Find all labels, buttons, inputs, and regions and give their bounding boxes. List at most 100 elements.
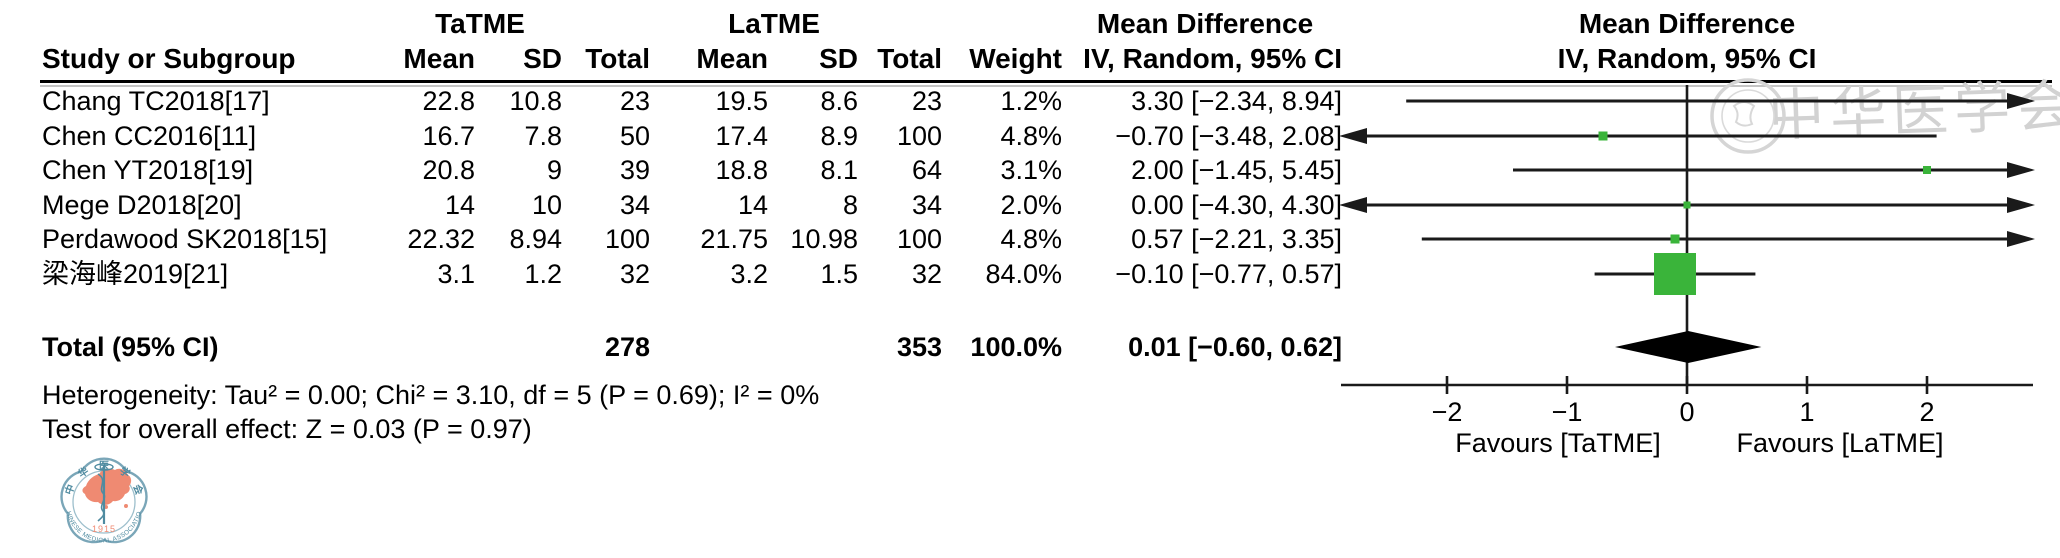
- group-header-latme: LaTME: [728, 8, 820, 39]
- logo-year: 1915: [92, 524, 116, 534]
- study-name: Chen CC2016[11]: [42, 121, 257, 151]
- col-header-ci-right: IV, Random, 95% CI: [1557, 43, 1817, 74]
- study-total1: 34: [619, 190, 650, 220]
- study-sd1: 10: [531, 190, 562, 220]
- header-rule: [40, 80, 2052, 83]
- study-sd1: 1.2: [524, 259, 562, 289]
- study-mean1: 14: [444, 190, 475, 220]
- study-weight: 4.8%: [1000, 121, 1062, 151]
- left-arrow: [1339, 128, 1367, 144]
- study-total2: 100: [896, 224, 942, 254]
- study-sd2: 8.6: [820, 86, 858, 116]
- header-rule-shadow: [40, 85, 2052, 87]
- watermark-seal-glyph: [1732, 101, 1756, 127]
- logo-taiwan-dot: [124, 504, 128, 508]
- study-ci: 0.00 [−4.30, 4.30]: [1131, 190, 1342, 220]
- watermark-text: 中华医学会: [1767, 73, 2060, 150]
- study-sd2: 1.5: [820, 259, 858, 289]
- study-ci: 2.00 [−1.45, 5.45]: [1131, 155, 1342, 185]
- right-arrow: [2007, 162, 2035, 178]
- right-arrow: [2007, 197, 2035, 213]
- group-header-tatme: TaTME: [435, 8, 525, 39]
- effect-header-left: Mean Difference: [1096, 8, 1314, 39]
- study-name: 梁海峰2019[21]: [42, 259, 229, 289]
- pooled-diamond: [1615, 331, 1762, 363]
- study-sd2: 8.9: [820, 121, 858, 151]
- favours-left-label: Favours [TaTME]: [1455, 428, 1661, 458]
- study-sd2: 10.98: [790, 224, 858, 254]
- study-name: Chen YT2018[19]: [42, 155, 254, 185]
- left-arrow: [1339, 197, 1367, 213]
- study-weight: 1.2%: [1000, 86, 1062, 116]
- logo-top-char: 会: [130, 483, 146, 497]
- cma-logo: 1915 中华医学会 CHINESE MEDICAL ASSOCIATION: [34, 450, 148, 544]
- study-mean2: 21.75: [700, 224, 768, 254]
- col-header-mean2: Mean: [696, 43, 768, 74]
- col-header-total1: Total: [585, 43, 650, 74]
- logo-china-map: [82, 468, 132, 505]
- col-header-sd1: SD: [523, 43, 562, 74]
- study-mean1: 22.8: [422, 86, 475, 116]
- effect-marker: [1923, 166, 1931, 174]
- study-ci: 0.57 [−2.21, 3.35]: [1131, 224, 1342, 254]
- study-mean2: 14: [737, 190, 768, 220]
- right-arrow: [2007, 231, 2035, 247]
- watermark-seal-inner-circle: [1721, 89, 1775, 143]
- study-ci: −0.10 [−0.77, 0.57]: [1115, 259, 1342, 289]
- study-weight: 84.0%: [985, 259, 1062, 289]
- logo-snake: [97, 473, 106, 522]
- effect-marker: [1654, 253, 1696, 295]
- overall-effect-text: Test for overall effect: Z = 0.03 (P = 0…: [42, 414, 532, 444]
- study-total2: 34: [911, 190, 942, 220]
- logo-top-char: 医: [99, 460, 109, 472]
- effect-header-right: Mean Difference: [1578, 8, 1796, 39]
- study-mean1: 3.1: [437, 259, 475, 289]
- study-total1: 23: [619, 86, 650, 116]
- tick-label: −2: [1431, 397, 1463, 427]
- study-mean2: 17.4: [715, 121, 768, 151]
- total-total2: 353: [896, 332, 942, 362]
- study-mean2: 19.5: [715, 86, 768, 116]
- effect-marker: [1683, 201, 1691, 209]
- tick-label: 0: [1679, 397, 1695, 427]
- study-name: Perdawood SK2018[15]: [42, 224, 328, 254]
- study-total2: 100: [896, 121, 942, 151]
- study-mean1: 20.8: [422, 155, 475, 185]
- col-header-mean1: Mean: [403, 43, 475, 74]
- study-mean2: 18.8: [715, 155, 768, 185]
- study-mean1: 16.7: [422, 121, 475, 151]
- study-sd1: 7.8: [524, 121, 562, 151]
- study-sd1: 8.94: [509, 224, 562, 254]
- col-header-total2: Total: [877, 43, 942, 74]
- favours-right-label: Favours [LaTME]: [1736, 428, 1944, 458]
- study-mean2: 3.2: [730, 259, 768, 289]
- study-total2: 32: [911, 259, 942, 289]
- total-ci: 0.01 [−0.60, 0.62]: [1128, 332, 1342, 362]
- study-name: Chang TC2018[17]: [42, 86, 270, 116]
- tick-label: −1: [1551, 397, 1583, 427]
- study-sd2: 8.1: [820, 155, 858, 185]
- study-total2: 23: [911, 86, 942, 116]
- study-sd1: 9: [546, 155, 562, 185]
- effect-marker: [1670, 234, 1680, 244]
- study-sd1: 10.8: [509, 86, 562, 116]
- col-header-weight: Weight: [969, 43, 1062, 74]
- total-weight: 100.0%: [970, 332, 1062, 362]
- study-total2: 64: [911, 155, 942, 185]
- tick-label: 1: [1799, 397, 1815, 427]
- study-sd2: 8: [842, 190, 858, 220]
- col-header-sd2: SD: [819, 43, 858, 74]
- col-header-study: Study or Subgroup: [42, 43, 296, 74]
- total-label: Total (95% CI): [42, 332, 219, 362]
- study-weight: 2.0%: [1000, 190, 1062, 220]
- study-ci: 3.30 [−2.34, 8.94]: [1131, 86, 1342, 116]
- study-total1: 100: [604, 224, 650, 254]
- logo-top-char: 中: [62, 483, 78, 497]
- effect-marker: [1598, 131, 1608, 141]
- heterogeneity-text: Heterogeneity: Tau² = 0.00; Chi² = 3.10,…: [42, 380, 820, 410]
- study-ci: −0.70 [−3.48, 2.08]: [1115, 121, 1342, 151]
- study-weight: 3.1%: [1000, 155, 1062, 185]
- study-mean1: 22.32: [407, 224, 475, 254]
- col-header-ci-left: IV, Random, 95% CI: [1083, 43, 1342, 74]
